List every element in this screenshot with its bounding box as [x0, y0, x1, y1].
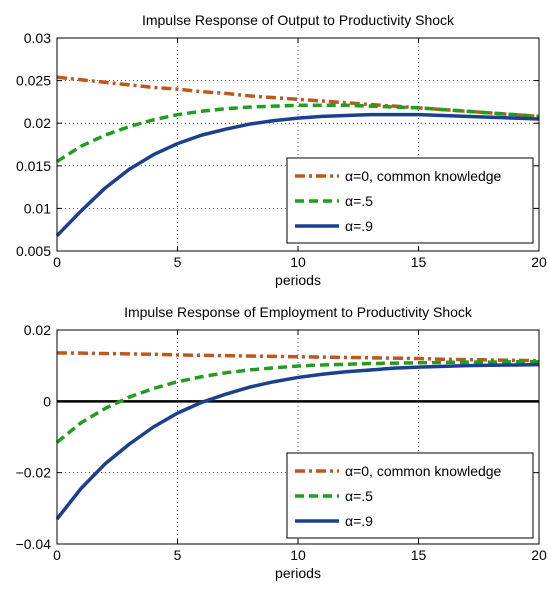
y-tick-label: 0.025 — [16, 73, 51, 89]
y-tick-label: 0 — [43, 393, 51, 409]
chart-2: Impulse Response of Employment to Produc… — [16, 304, 547, 581]
y-tick-label: −0.02 — [16, 465, 52, 481]
chart-title: Impulse Response of Employment to Produc… — [124, 304, 473, 320]
series-line-2 — [55, 359, 539, 444]
y-tick-label: 0.02 — [24, 322, 51, 338]
legend-label-1: α=0, common knowledge — [345, 168, 502, 184]
x-axis-label: periods — [275, 565, 321, 581]
x-tick-label: 15 — [411, 254, 427, 270]
y-tick-label: 0.005 — [16, 243, 51, 259]
x-tick-label: 0 — [53, 254, 61, 270]
series-line-1 — [56, 351, 540, 363]
x-tick-label: 0 — [53, 547, 61, 563]
y-tick-label: 0.02 — [24, 115, 51, 131]
chart-title: Impulse Response of Output to Productivi… — [142, 12, 455, 28]
x-tick-label: 10 — [290, 547, 306, 563]
x-tick-label: 15 — [411, 547, 427, 563]
legend-label-2: α=.5 — [345, 488, 373, 504]
legend: α=0, common knowledge α=.5 α=.9 — [286, 157, 534, 244]
series-line-3 — [55, 112, 540, 237]
x-tick-label: 20 — [531, 547, 547, 563]
y-tick-label: −0.04 — [16, 536, 52, 552]
x-axis-label: periods — [275, 272, 321, 288]
x-tick-label: 20 — [531, 254, 547, 270]
y-tick-label: 0.015 — [16, 158, 51, 174]
series-line-2 — [56, 103, 540, 164]
legend-box — [286, 157, 534, 244]
series-line-3 — [55, 362, 540, 521]
legend-label-3: α=.9 — [345, 513, 373, 529]
y-tick-label: 0.03 — [24, 30, 51, 46]
chart-1: Impulse Response of Output to Productivi… — [16, 12, 547, 288]
legend-label-3: α=.9 — [345, 218, 373, 234]
legend-label-1: α=0, common knowledge — [345, 463, 502, 479]
legend-label-2: α=.5 — [345, 193, 373, 209]
x-tick-label: 5 — [174, 547, 182, 563]
legend: α=0, common knowledge α=.5 α=.9 — [286, 452, 534, 539]
x-tick-label: 5 — [174, 254, 182, 270]
x-tick-label: 10 — [290, 254, 306, 270]
y-tick-label: 0.01 — [24, 200, 51, 216]
